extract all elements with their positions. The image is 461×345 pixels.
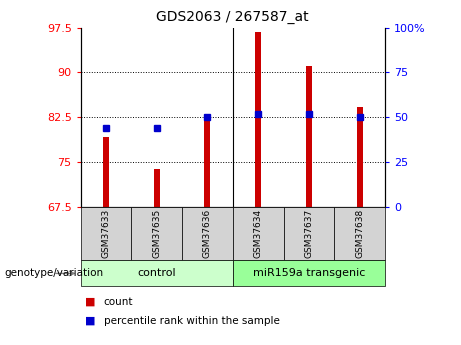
Title: GDS2063 / 267587_at: GDS2063 / 267587_at — [156, 10, 309, 24]
Text: miR159a transgenic: miR159a transgenic — [253, 268, 365, 278]
Bar — [306, 67, 312, 207]
Text: GSM37637: GSM37637 — [304, 208, 313, 258]
Bar — [154, 169, 160, 207]
Text: control: control — [137, 268, 176, 278]
Bar — [204, 117, 211, 207]
Text: GSM37635: GSM37635 — [152, 208, 161, 258]
Bar — [255, 32, 261, 207]
Text: GSM37638: GSM37638 — [355, 208, 364, 258]
Text: GSM37633: GSM37633 — [101, 208, 111, 258]
Bar — [356, 107, 363, 207]
Text: genotype/variation: genotype/variation — [5, 268, 104, 278]
Text: count: count — [104, 297, 133, 307]
Text: percentile rank within the sample: percentile rank within the sample — [104, 316, 280, 326]
Text: ■: ■ — [85, 297, 96, 307]
Text: ■: ■ — [85, 316, 96, 326]
Text: GSM37634: GSM37634 — [254, 209, 263, 258]
Text: GSM37636: GSM37636 — [203, 208, 212, 258]
Bar — [103, 137, 109, 207]
